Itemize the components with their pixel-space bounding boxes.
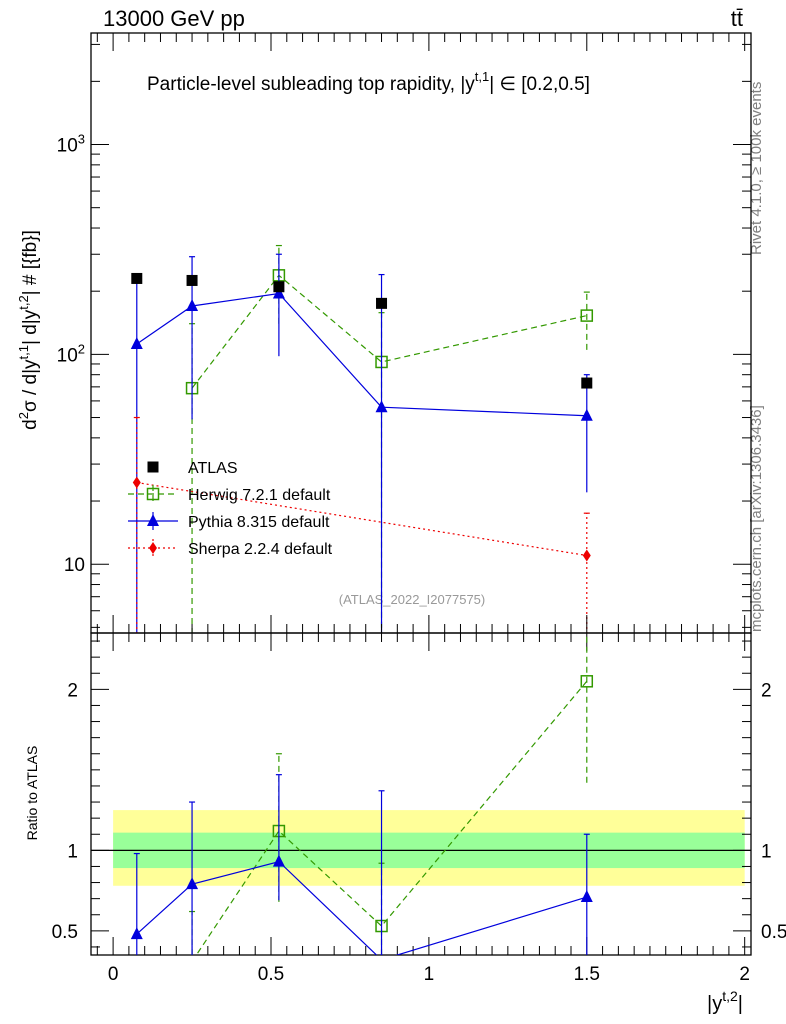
main-y-axis-label: d2σ / d|yt,1| d|yt,2| # [{fb}]: [16, 230, 41, 430]
herwig-point: [580, 309, 594, 322]
legend-sherpa-marker: [149, 542, 157, 554]
atlas-point: [186, 274, 198, 286]
x-tick-label: 2: [739, 964, 750, 985]
atlas-point: [376, 297, 388, 309]
ratio-y-tick-label-right: 1: [761, 841, 772, 862]
y-tick-label-exp: 3: [78, 132, 85, 147]
sherpa-point: [582, 549, 591, 562]
y-tick-label: 103: [57, 132, 85, 157]
atlas-point: [273, 281, 285, 293]
main-title: Particle-level subleading top rapidity, …: [147, 69, 590, 95]
y-tick-label-base: 10: [57, 136, 78, 157]
pythia-line: [136, 292, 587, 417]
herwig-line: [191, 274, 587, 389]
ratio-panel: Ratio to ATLAS |yt,2| 0.5 0.5 1 1 2 2 0 0.5 1 1.5…: [24, 33, 786, 1015]
series-sherpa: [132, 416, 591, 633]
y-tick-label-exp: 2: [78, 341, 85, 356]
x-tick-label: 0.5: [258, 964, 284, 985]
legend-atlas-marker: [147, 461, 159, 473]
sherpa-line: [136, 481, 587, 557]
rivet-label: Rivet 4.1.0, ≥ 100k events: [748, 82, 765, 255]
ratio-pythia-point: [580, 890, 593, 903]
y-tick-label: 102: [57, 341, 85, 366]
x-tick-label: 1.5: [574, 964, 600, 985]
ratio-y-tick-label-right: 2: [761, 680, 772, 701]
energy-label: 13000 GeV pp: [103, 6, 245, 31]
main-panel: Particle-level subleading top rapidity, …: [16, 32, 752, 634]
ratio-y-tick-label-left: 1: [67, 841, 78, 862]
pythia-point: [186, 299, 199, 312]
x-axis-label: |yt,2|: [707, 988, 743, 1015]
ratio-y-tick-label-left: 0.5: [52, 922, 78, 943]
sherpa-point: [132, 476, 141, 489]
series-atlas: [131, 272, 593, 389]
ratio-herwig-point: [580, 675, 594, 688]
legend-pythia-label: Pythia 8.315 default: [188, 514, 330, 531]
ratio-frame: [90, 632, 752, 956]
ratio-y-tick-label-right: 0.5: [761, 922, 786, 943]
legend-pythia-marker: [147, 514, 159, 526]
legend-herwig-label: Herwig 7.2.1 default: [188, 487, 331, 504]
ratio-series-pythia: [130, 774, 593, 955]
series-herwig: [185, 244, 594, 633]
x-tick-label: 0: [108, 964, 119, 985]
ratio-y-axis-label: Ratio to ATLAS: [24, 746, 40, 841]
ratio-pythia-point: [186, 877, 199, 890]
y-tick-label: 10: [64, 555, 85, 576]
mcplots-label: mcplots.cern.ch [arXiv:1306.3436]: [748, 405, 765, 632]
pythia-point: [272, 286, 285, 299]
ratio-pythia-point: [380, 952, 383, 955]
legend: ATLAS Herwig 7.2.1 default Pythia 8.315 de…: [128, 460, 333, 558]
legend-herwig-marker: [146, 487, 160, 501]
atlas-point: [581, 377, 593, 389]
ratio-y-tick-label-left: 2: [67, 680, 78, 701]
pythia-point: [130, 337, 143, 350]
atlas-point: [131, 272, 143, 284]
ratio-pythia-point: [130, 927, 143, 940]
process-label: tt̄: [731, 6, 743, 31]
analysis-watermark: (ATLAS_2022_I2077575): [339, 592, 485, 607]
y-tick-label-base: 10: [57, 345, 78, 366]
ratio-herwig-point: [187, 956, 198, 967]
legend-sherpa-label: Sherpa 2.2.4 default: [188, 541, 333, 558]
pythia-point: [580, 408, 593, 421]
x-tick-label: 1: [424, 964, 435, 985]
ratio-pythia-point: [272, 854, 285, 867]
legend-atlas-label: ATLAS: [188, 460, 238, 477]
pythia-point: [375, 400, 388, 413]
